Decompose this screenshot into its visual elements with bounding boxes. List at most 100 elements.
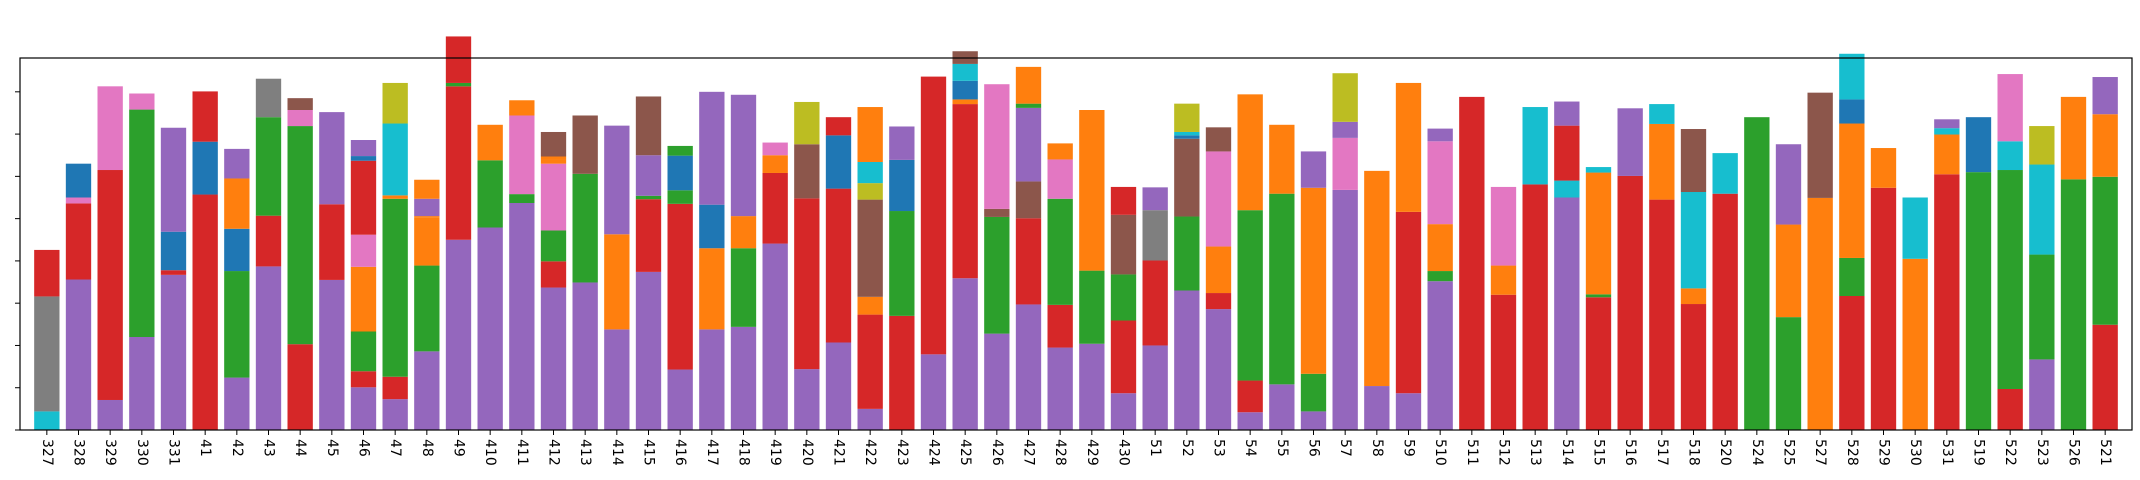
x-tick-label-410: 410 [482,439,498,466]
bar-segment-47-1 [382,376,408,400]
x-tick-label-411: 411 [514,439,530,466]
bar-segment-418-3 [730,94,757,217]
bar-segment-52-3 [1174,135,1200,139]
bar-segment-54-0 [1237,412,1263,430]
bar-segment-521-1 [2092,176,2118,325]
x-tick-label-418: 418 [736,439,752,466]
x-tick-label-420: 420 [799,439,815,466]
bar-segment-414-2 [604,125,630,235]
bar-segment-514-0 [1554,197,1580,430]
x-tick-label-424: 424 [926,439,942,466]
bar-segment-531-3 [1934,119,1960,129]
bar-segment-416-1 [667,203,693,370]
bar-segment-418-1 [730,248,757,327]
bar-segment-425-0 [952,278,978,430]
bar-segment-45-1 [319,204,345,280]
bar-segment-48-4 [414,198,440,217]
bar-segment-517-0 [1649,199,1675,430]
bar-segment-327-2 [34,249,60,297]
bar-segment-55-0 [1269,384,1295,430]
x-tick-label-49: 49 [451,439,467,457]
x-tick-label-55: 55 [1274,439,1290,457]
bar-segment-531-0 [1934,174,1960,430]
x-tick-label-528: 528 [1844,439,1860,466]
bar-segment-422-6 [857,107,883,162]
bar-segment-526-1 [2060,96,2087,180]
x-tick-label-42: 42 [229,439,245,457]
bar-segment-410-2 [477,124,503,161]
bar-segment-528-4 [1839,53,1865,100]
bar-segment-430-3 [1110,214,1137,275]
bar-segment-48-0 [414,351,440,430]
bar-segment-415-1 [635,199,662,272]
x-tick-label-53: 53 [1211,439,1227,457]
bar-segment-47-2 [382,198,408,377]
x-tick-label-330: 330 [134,439,150,466]
bar-segment-53-4 [1205,127,1232,152]
bar-segment-422-2 [857,296,883,315]
bar-segment-522-3 [1997,74,2023,142]
bar-segment-520-0 [1712,193,1738,430]
bar-segment-41-0 [192,194,218,430]
bar-segment-513-1 [1522,107,1548,185]
bar-segment-412-5 [540,156,567,160]
bar-segment-59-0 [1395,393,1422,430]
bar-segment-422-0 [857,408,883,430]
bar-segment-421-2 [825,135,852,189]
x-tick-label-415: 415 [641,439,657,466]
bar-segment-530-0 [1902,258,1928,430]
x-tick-label-524: 524 [1749,439,1765,466]
bar-segment-411-3 [509,100,535,116]
bar-segment-423-3 [889,126,915,160]
y-axis [15,91,20,431]
bar-segment-430-4 [1110,186,1137,215]
bar-segment-44-1 [287,126,313,345]
bar-segment-330-1 [129,109,155,337]
x-tick-label-56: 56 [1306,439,1322,457]
x-tick-label-421: 421 [831,439,847,466]
bar-segment-425-3 [952,80,978,100]
bar-segment-424-1 [920,76,947,355]
bar-segment-48-2 [414,217,440,266]
bar-segment-527-1 [1807,92,1833,198]
bar-segment-523-0 [2029,359,2055,430]
x-tick-label-328: 328 [71,439,87,466]
bar-segment-411-2 [509,115,535,195]
bar-segment-429-1 [1079,270,1105,344]
bar-segment-515-1 [1585,294,1612,298]
bar-segment-49-0 [445,239,472,430]
bar-segment-425-4 [952,63,978,81]
bar-segment-513-0 [1522,184,1548,430]
bar-segment-47-4 [382,123,408,196]
bar-segment-427-3 [1015,107,1042,182]
bar-segment-421-0 [825,342,852,430]
bar-segment-46-1 [350,371,377,388]
bar-segment-416-4 [667,145,693,156]
bar-segment-515-3 [1585,167,1612,173]
bar-segment-519-0 [1965,172,1992,430]
bar-segment-528-0 [1839,296,1865,430]
bar-segment-519-1 [1965,117,1992,173]
bar-segment-410-1 [477,160,503,228]
bar-segment-427-5 [1015,66,1042,104]
bar-segment-48-5 [414,179,440,199]
bar-segment-521-0 [2092,324,2118,430]
bar-segment-518-0 [1680,304,1707,430]
bar-segment-411-0 [509,203,535,430]
bar-segment-47-0 [382,399,408,430]
bar-segment-524-0 [1744,117,1770,431]
bar-segment-423-2 [889,159,915,212]
bar-segment-426-0 [984,333,1010,430]
bar-segment-51-0 [1142,345,1168,430]
x-tick-label-516: 516 [1622,439,1638,466]
bar-segment-43-3 [255,78,282,118]
bar-segment-42-4 [224,148,250,179]
bar-segment-427-0 [1015,304,1042,430]
bar-segment-525-0 [1775,317,1802,430]
bar-segment-525-2 [1775,144,1802,225]
x-tick-label-511: 511 [1464,439,1480,466]
bar-segment-329-0 [97,399,123,430]
bar-segment-428-3 [1047,159,1073,199]
bar-segment-415-0 [635,271,662,430]
bar-segment-55-2 [1269,124,1295,194]
